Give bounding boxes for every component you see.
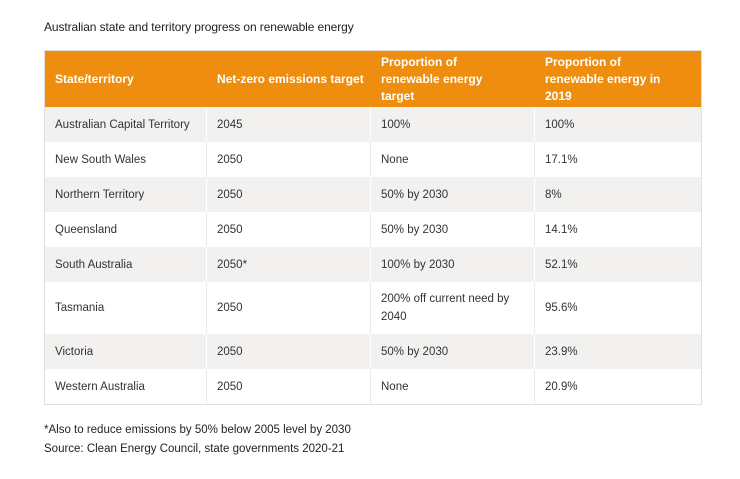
cell-renewable-target: 100% by 2030 xyxy=(371,247,535,282)
cell-net-zero: 2050 xyxy=(207,334,371,369)
table-notes: *Also to reduce emissions by 50% below 2… xyxy=(44,421,351,459)
header-renewable-target: Proportion of renewable energy target xyxy=(371,51,535,107)
cell-net-zero: 2050 xyxy=(207,282,371,334)
cell-net-zero: 2045 xyxy=(207,107,371,142)
table-title: Australian state and territory progress … xyxy=(44,20,354,34)
table-header: State/territory Net-zero emissions targe… xyxy=(45,51,701,107)
cell-renewable-2019: 100% xyxy=(545,118,575,131)
cell-net-zero: 2050 xyxy=(207,212,371,247)
table-row: Victoria 2050 50% by 2030 23.9% xyxy=(45,334,701,369)
cell-renewable-2019: 17.1% xyxy=(545,153,578,166)
cell-renewable-2019: 23.9% xyxy=(545,345,578,358)
cell-state: Tasmania xyxy=(45,282,207,334)
header-renewable-target-label: Proportion of renewable energy target xyxy=(381,54,483,103)
cell-state: Victoria xyxy=(45,334,207,369)
cell-renewable-2019: 8% xyxy=(545,188,562,201)
cell-renewable-target: 200% off current need by 2040 xyxy=(371,282,535,334)
cell-renewable-target: 50% by 2030 xyxy=(371,177,535,212)
table-row: Tasmania 2050 200% off current need by 204… xyxy=(45,282,701,334)
cell-net-zero: 2050 xyxy=(207,177,371,212)
header-net-zero-label: Net-zero emissions target xyxy=(217,71,364,86)
cell-state: New South Wales xyxy=(45,142,207,177)
header-state: State/territory xyxy=(45,51,207,107)
cell-net-zero: 2050 xyxy=(207,369,371,404)
cell-state: Queensland xyxy=(45,212,207,247)
header-renewable-2019: Proportion of renewable energy in 2019 xyxy=(535,51,701,107)
renewable-energy-table: State/territory Net-zero emissions targe… xyxy=(44,50,702,405)
cell-renewable-2019: 95.6% xyxy=(545,302,578,314)
cell-renewable-target: None xyxy=(371,142,535,177)
cell-state: South Australia xyxy=(45,247,207,282)
table-row: Queensland 2050 50% by 2030 14.1% xyxy=(45,212,701,247)
header-renewable-2019-label: Proportion of renewable energy in 2019 xyxy=(545,54,661,103)
footnote: *Also to reduce emissions by 50% below 2… xyxy=(44,424,351,436)
header-net-zero: Net-zero emissions target xyxy=(207,51,371,107)
cell-renewable-target: 50% by 2030 xyxy=(371,334,535,369)
table-row: Northern Territory 2050 50% by 2030 8% xyxy=(45,177,701,212)
table-row: South Australia 2050* 100% by 2030 52.1% xyxy=(45,247,701,282)
table-row: Western Australia 2050 None 20.9% xyxy=(45,369,701,404)
cell-net-zero: 2050* xyxy=(207,247,371,282)
cell-renewable-2019: 52.1% xyxy=(545,258,578,271)
header-state-label: State/territory xyxy=(55,71,134,86)
cell-net-zero: 2050 xyxy=(207,142,371,177)
cell-renewable-target: 50% by 2030 xyxy=(371,212,535,247)
cell-renewable-target: None xyxy=(371,369,535,404)
table-body: Australian Capital Territory 2045 100% 100%… xyxy=(45,107,701,404)
table-row: New South Wales 2050 None 17.1% xyxy=(45,142,701,177)
cell-state: Western Australia xyxy=(45,369,207,404)
cell-renewable-target: 100% xyxy=(371,107,535,142)
table-row: Australian Capital Territory 2045 100% 100% xyxy=(45,107,701,142)
cell-state: Northern Territory xyxy=(45,177,207,212)
source-note: Source: Clean Energy Council, state gove… xyxy=(44,443,345,455)
cell-state: Australian Capital Territory xyxy=(45,107,207,142)
cell-renewable-2019: 20.9% xyxy=(545,380,578,393)
cell-renewable-2019: 14.1% xyxy=(545,223,578,236)
